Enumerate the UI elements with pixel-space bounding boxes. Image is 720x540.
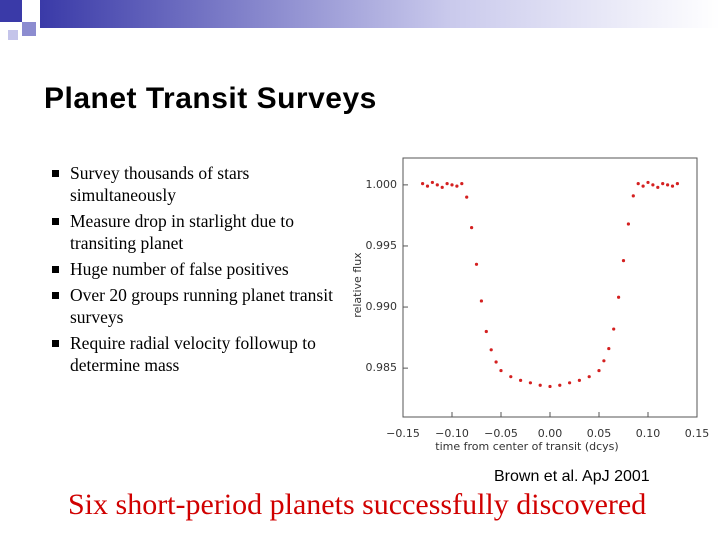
data-point	[670, 184, 675, 188]
data-point	[656, 185, 660, 189]
data-point	[421, 182, 425, 186]
x-axis-label: time from center of transit (dcys)	[435, 440, 618, 453]
data-point	[636, 182, 640, 186]
data-point	[484, 329, 488, 334]
bullet: Survey thousands of stars simultaneously	[52, 162, 337, 206]
x-tick-label: 0.15	[685, 427, 710, 440]
data-point	[577, 378, 581, 382]
data-point	[509, 375, 513, 379]
data-point	[440, 185, 444, 189]
data-point	[666, 183, 670, 187]
y-tick-label: 0.985	[366, 361, 398, 374]
data-point	[465, 195, 469, 199]
x-tick-label: −0.10	[435, 427, 469, 440]
data-point	[587, 375, 591, 379]
y-axis-label: relative flux	[351, 252, 364, 318]
data-point	[621, 259, 626, 263]
x-tick-label: −0.05	[484, 427, 518, 440]
plot-frame	[402, 157, 698, 418]
data-point	[528, 381, 532, 385]
y-tick-label: 0.995	[366, 239, 398, 252]
data-point	[435, 183, 439, 187]
x-tick-label: 0.00	[538, 427, 563, 440]
data-point	[445, 182, 449, 186]
conclusion: Six short-period planets successfully di…	[68, 488, 647, 521]
data-point	[470, 226, 474, 230]
data-point	[425, 184, 430, 188]
data-point	[646, 180, 650, 185]
slide-title: Planet Transit Surveys	[44, 82, 377, 115]
bullet: Require radial velocity followup to dete…	[52, 332, 337, 376]
data-point	[460, 182, 464, 186]
x-tick-label: −0.15	[386, 427, 420, 440]
data-point	[631, 194, 635, 198]
bullet: Measure drop in starlight due to transit…	[52, 210, 337, 254]
data-point	[479, 299, 483, 303]
data-point	[489, 348, 493, 352]
data-point	[612, 327, 616, 331]
data-point	[617, 295, 621, 299]
data-point	[626, 222, 630, 226]
deco-square	[22, 22, 36, 36]
data-point	[430, 180, 434, 185]
deco-square	[0, 0, 22, 22]
data-point	[548, 384, 552, 389]
header-stripe	[40, 0, 720, 28]
data-point	[641, 184, 645, 188]
y-tick-label: 1.000	[366, 178, 398, 191]
data-point	[538, 383, 542, 387]
x-tick-label: 0.05	[587, 427, 612, 440]
x-tick-label: 0.10	[636, 427, 661, 440]
bullet-list: Survey thousands of stars simultaneously…	[52, 162, 337, 380]
bullet: Over 20 groups running planet transit su…	[52, 284, 337, 328]
bullet: Huge number of false positives	[52, 258, 337, 280]
data-point	[651, 183, 655, 187]
data-point	[568, 381, 572, 385]
deco-square	[8, 30, 18, 40]
chart: time from center of transit (dcys) relat…	[351, 157, 710, 453]
data-point	[597, 368, 601, 373]
data-point	[661, 182, 665, 186]
data-point	[519, 378, 523, 382]
y-tick-label: 0.990	[366, 300, 398, 313]
data-point	[450, 183, 454, 187]
data-point	[455, 184, 459, 188]
data-point	[607, 346, 611, 351]
data-point	[494, 360, 498, 364]
data-point	[558, 383, 562, 387]
data-point	[499, 368, 503, 373]
data-point	[675, 182, 679, 186]
caption: Brown et al. ApJ 2001	[494, 468, 650, 485]
data-point	[602, 359, 606, 363]
data-point	[474, 262, 479, 266]
